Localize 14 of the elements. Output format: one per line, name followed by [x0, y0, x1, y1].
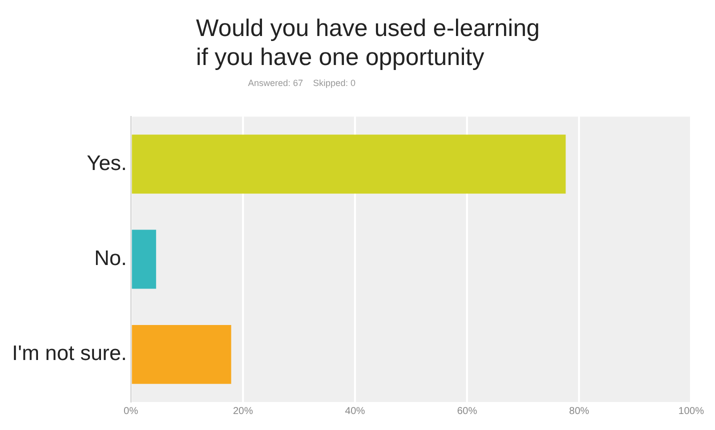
x-tick-label: 0%	[124, 406, 138, 417]
x-tick-label: 40%	[345, 406, 366, 417]
bar	[132, 324, 232, 384]
y-tick-label: Yes.	[86, 152, 127, 175]
x-tick-label: 60%	[457, 406, 478, 417]
x-tick-label: 80%	[569, 406, 590, 417]
y-tick-label: No.	[94, 247, 127, 270]
y-tick-label: I'm not sure.	[12, 342, 127, 366]
x-tick-label: 100%	[678, 406, 704, 417]
bar	[132, 134, 566, 194]
x-tick-label: 20%	[232, 406, 254, 417]
bar	[132, 230, 156, 289]
chart-title: Would you have used e-learning if you have one opportunity	[196, 14, 541, 72]
chart-subtitle: Answered: 67 Skipped: 0	[248, 78, 357, 88]
